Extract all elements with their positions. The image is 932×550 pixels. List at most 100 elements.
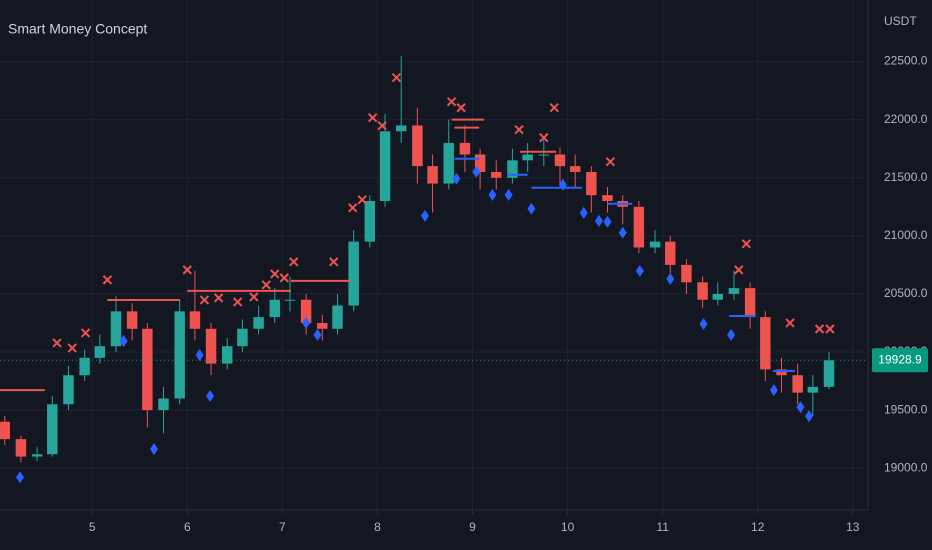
- axes: 19000.019500.020000.020500.021000.021500…: [89, 54, 928, 534]
- candle-body: [189, 311, 201, 329]
- candle-body: [474, 154, 486, 172]
- candle-body: [792, 375, 803, 393]
- bearish-marker: [67, 343, 77, 353]
- candle-body: [507, 160, 518, 178]
- bearish-marker: [182, 265, 192, 275]
- last-price-label: 19928.9: [878, 352, 922, 366]
- bullish-marker: [699, 318, 708, 331]
- candle-body: [443, 142, 454, 184]
- y-tick-label: 19000.0: [884, 460, 928, 474]
- candle-body: [807, 386, 819, 393]
- bullish-marker: [504, 188, 513, 201]
- bearish-marker: [605, 157, 616, 167]
- candle-body: [300, 299, 312, 323]
- bearish-marker: [328, 257, 339, 267]
- x-tick-label: 13: [846, 520, 860, 534]
- bullish-marker: [527, 202, 536, 215]
- chart-title: Smart Money Concept: [8, 21, 147, 37]
- candle-body: [284, 299, 296, 301]
- candle-body: [760, 317, 771, 370]
- candle-body: [491, 171, 502, 178]
- bullish-marker: [119, 334, 128, 347]
- candle-body: [174, 311, 185, 399]
- bearish-marker: [514, 124, 524, 135]
- x-tick-label: 6: [184, 520, 191, 534]
- candle-body: [681, 264, 692, 283]
- candle-body: [205, 328, 217, 364]
- candle-body: [602, 195, 613, 201]
- candle-body: [63, 375, 74, 405]
- candle-body: [47, 404, 58, 455]
- last-price-box: [872, 348, 928, 373]
- bullish-marker: [769, 384, 778, 397]
- candle-body: [348, 241, 359, 306]
- bearish-marker: [102, 275, 113, 285]
- bearish-marker: [814, 324, 825, 334]
- candle-body: [712, 293, 724, 300]
- bearish-marker: [289, 257, 299, 267]
- bearish-marker: [348, 203, 358, 213]
- x-tick-label: 9: [469, 520, 476, 534]
- bullish-marker: [313, 328, 322, 341]
- bearish-marker: [80, 328, 91, 338]
- y-tick-label: 22000.0: [884, 112, 928, 126]
- bearish-marker: [377, 120, 387, 131]
- y-tick-label: 22500.0: [884, 54, 928, 68]
- candle-body: [142, 328, 153, 411]
- bearish-marker: [549, 102, 559, 113]
- y-tick-label: 21000.0: [884, 228, 928, 242]
- candle-body: [823, 360, 835, 387]
- candle-body: [459, 142, 471, 155]
- candle-body: [126, 311, 138, 329]
- candle-body: [221, 346, 233, 364]
- candle-body: [728, 288, 740, 294]
- bullish-marker: [666, 272, 675, 285]
- x-tick-label: 8: [374, 520, 381, 534]
- candle-body: [269, 299, 280, 318]
- candle-body: [554, 154, 566, 167]
- bullish-marker: [594, 214, 603, 227]
- candle-body: [237, 328, 248, 347]
- bearish-marker: [456, 102, 466, 113]
- candle-body: [395, 125, 407, 132]
- bearish-marker: [446, 96, 457, 107]
- plot: [0, 55, 868, 484]
- bearish-marker: [249, 292, 259, 302]
- candle-body: [538, 154, 550, 156]
- bearish-marker: [52, 338, 62, 348]
- candle-body: [15, 439, 27, 457]
- x-tick-label: 11: [656, 520, 669, 534]
- bullish-marker: [603, 215, 612, 228]
- bearish-marker: [539, 132, 549, 143]
- candle-body: [364, 200, 376, 242]
- candle-body: [427, 166, 438, 184]
- bearish-marker: [733, 265, 744, 275]
- candle-body: [332, 305, 343, 329]
- bullish-marker: [727, 328, 736, 341]
- candle-body: [412, 125, 423, 167]
- bullish-marker: [302, 316, 311, 329]
- bearish-marker: [825, 324, 835, 334]
- candle-body: [522, 154, 533, 161]
- x-tick-label: 7: [279, 520, 286, 534]
- candle-body: [79, 357, 90, 376]
- candle-body: [697, 282, 708, 300]
- bullish-marker: [420, 209, 429, 222]
- bearish-marker: [232, 297, 243, 307]
- bearish-marker: [741, 239, 752, 249]
- currency-label: USDT: [884, 14, 917, 28]
- y-tick-label: 19500.0: [884, 402, 928, 416]
- bullish-marker: [805, 410, 814, 423]
- x-tick-label: 10: [561, 520, 575, 534]
- candle-body: [31, 454, 43, 457]
- bearish-marker: [270, 269, 280, 279]
- candle-body: [586, 171, 597, 196]
- y-tick-label: 20500.0: [884, 286, 928, 300]
- candle-body: [158, 398, 169, 411]
- bullish-marker: [796, 401, 805, 414]
- bullish-marker: [206, 390, 215, 403]
- bearish-marker: [785, 318, 795, 328]
